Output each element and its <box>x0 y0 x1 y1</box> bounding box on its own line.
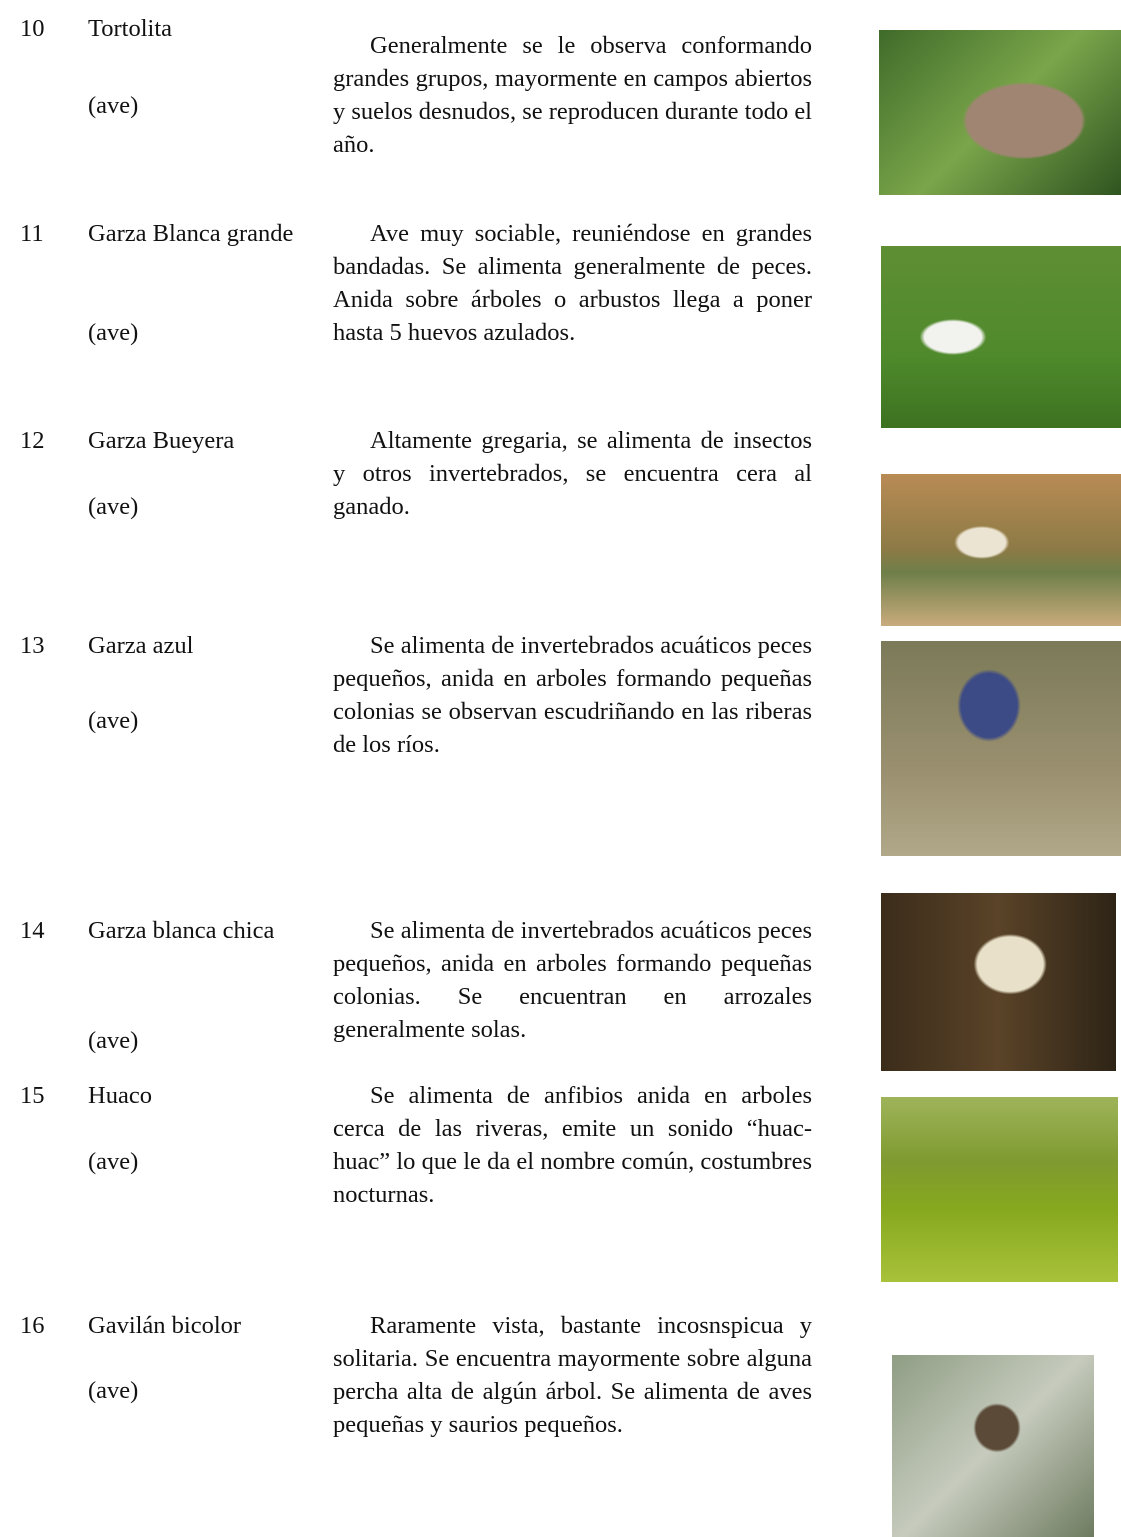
row-number: 15 <box>20 1082 45 1109</box>
photo <box>881 893 1116 1071</box>
photo <box>892 1355 1094 1537</box>
row-number: 12 <box>20 427 45 454</box>
row-number: 14 <box>20 917 45 944</box>
row-number: 10 <box>20 15 45 42</box>
species-type: (ave) <box>88 319 139 346</box>
species-name: Tortolita <box>88 15 173 42</box>
species-type: (ave) <box>88 92 139 119</box>
species-type: (ave) <box>88 707 139 734</box>
species-description: Ave muy sociable, reuniéndose en grandes… <box>333 220 812 346</box>
species-description: Altamente gregaria, se alimenta de insec… <box>333 427 812 520</box>
species-description: Se alimenta de anfibios anida en arboles… <box>333 1082 812 1208</box>
species-name: Garza Bueyera <box>88 427 235 454</box>
species-description: Raramente vista, bastante incosnspicua y… <box>333 1312 812 1438</box>
species-name: Garza azul <box>88 632 194 659</box>
photo <box>881 641 1121 856</box>
photo <box>881 1097 1118 1282</box>
species-name: Gavilán bicolor <box>88 1312 242 1339</box>
row-number: 13 <box>20 632 45 659</box>
row-number: 11 <box>20 220 44 247</box>
species-type: (ave) <box>88 1027 139 1054</box>
species-type: (ave) <box>88 1148 139 1175</box>
photo <box>881 474 1121 626</box>
species-name: Garza blanca chica <box>88 917 275 944</box>
photo <box>881 246 1121 428</box>
species-description: Se alimenta de invertebrados acuáticos p… <box>333 632 812 758</box>
species-type: (ave) <box>88 1377 139 1404</box>
species-description: Generalmente se le observa conformando g… <box>333 32 812 158</box>
row-number: 16 <box>20 1312 45 1339</box>
species-type: (ave) <box>88 493 139 520</box>
photo <box>879 30 1121 195</box>
species-name: Garza Blanca grande <box>88 220 294 247</box>
species-description: Se alimenta de invertebrados acuáticos p… <box>333 917 812 1043</box>
species-name: Huaco <box>88 1082 152 1109</box>
